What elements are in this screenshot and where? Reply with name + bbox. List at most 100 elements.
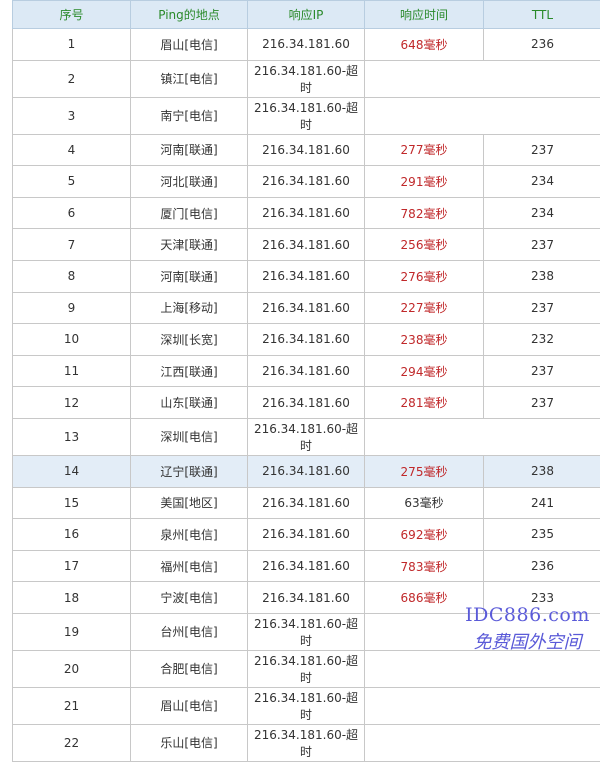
cell-index: 3	[13, 97, 131, 134]
cell-time: 227毫秒	[365, 292, 484, 324]
cell-index: 10	[13, 324, 131, 356]
cell-ttl: 234	[484, 166, 600, 198]
cell-ip: 216.34.181.60	[248, 582, 365, 614]
cell-location: 河南[联通]	[131, 260, 248, 292]
cell-time: 276毫秒	[365, 260, 484, 292]
cell-location: 泉州[电信]	[131, 519, 248, 551]
cell-ip: 216.34.181.60	[248, 487, 365, 519]
cell-ttl: 237	[484, 292, 600, 324]
cell-index: 12	[13, 387, 131, 419]
cell-ip: 216.34.181.60	[248, 550, 365, 582]
cell-location: 山东[联通]	[131, 387, 248, 419]
cell-ip: 216.34.181.60-超时	[248, 60, 365, 97]
cell-location: 眉山[电信]	[131, 687, 248, 724]
cell-location: 深圳[电信]	[131, 418, 248, 455]
cell-location: 宁波[电信]	[131, 582, 248, 614]
cell-index: 9	[13, 292, 131, 324]
cell-ttl: 232	[484, 324, 600, 356]
cell-index: 15	[13, 487, 131, 519]
cell-ip: 216.34.181.60-超时	[248, 650, 365, 687]
header-time: 响应时间	[365, 1, 484, 29]
cell-time: 277毫秒	[365, 134, 484, 166]
cell-index: 22	[13, 724, 131, 761]
cell-index: 6	[13, 197, 131, 229]
cell-location: 河北[联通]	[131, 166, 248, 198]
cell-timeout-empty	[365, 687, 600, 724]
cell-index: 16	[13, 519, 131, 551]
cell-ttl: 234	[484, 197, 600, 229]
cell-ip: 216.34.181.60	[248, 197, 365, 229]
cell-location: 深圳[长宽]	[131, 324, 248, 356]
cell-location: 合肥[电信]	[131, 650, 248, 687]
cell-time: 648毫秒	[365, 29, 484, 61]
cell-location: 江西[联通]	[131, 355, 248, 387]
cell-ttl: 237	[484, 355, 600, 387]
cell-ttl: 236	[484, 550, 600, 582]
cell-location: 台州[电信]	[131, 613, 248, 650]
cell-ip: 216.34.181.60-超时	[248, 613, 365, 650]
cell-location: 厦门[电信]	[131, 197, 248, 229]
cell-time: 692毫秒	[365, 519, 484, 551]
cell-location: 南宁[电信]	[131, 97, 248, 134]
cell-location: 乐山[电信]	[131, 724, 248, 761]
cell-ip: 216.34.181.60	[248, 519, 365, 551]
header-location: Ping的地点	[131, 1, 248, 29]
cell-ttl: 237	[484, 387, 600, 419]
cell-location: 辽宁[联通]	[131, 455, 248, 487]
table-header-row: 序号 Ping的地点 响应IP 响应时间 TTL	[13, 1, 600, 29]
cell-ttl: 237	[484, 134, 600, 166]
cell-ip: 216.34.181.60	[248, 387, 365, 419]
cell-location: 福州[电信]	[131, 550, 248, 582]
cell-time: 281毫秒	[365, 387, 484, 419]
cell-time: 782毫秒	[365, 197, 484, 229]
cell-index: 8	[13, 260, 131, 292]
cell-ip: 216.34.181.60	[248, 134, 365, 166]
cell-ip: 216.34.181.60-超时	[248, 687, 365, 724]
cell-time: 256毫秒	[365, 229, 484, 261]
cell-timeout-empty	[365, 97, 600, 134]
cell-ip: 216.34.181.60-超时	[248, 418, 365, 455]
cell-ttl: 236	[484, 29, 600, 61]
cell-timeout-empty	[365, 650, 600, 687]
cell-ttl: 238	[484, 260, 600, 292]
cell-index: 14	[13, 455, 131, 487]
cell-ip: 216.34.181.60	[248, 29, 365, 61]
header-ip: 响应IP	[248, 1, 365, 29]
cell-ttl: 241	[484, 487, 600, 519]
cell-timeout-empty	[365, 724, 600, 761]
cell-time: 783毫秒	[365, 550, 484, 582]
cell-time: 686毫秒	[365, 582, 484, 614]
cell-ttl: 233	[484, 582, 600, 614]
cell-ip: 216.34.181.60	[248, 292, 365, 324]
header-ttl: TTL	[484, 1, 600, 29]
cell-time: 294毫秒	[365, 355, 484, 387]
cell-index: 17	[13, 550, 131, 582]
header-index: 序号	[13, 1, 131, 29]
cell-time: 63毫秒	[365, 487, 484, 519]
cell-location: 河南[联通]	[131, 134, 248, 166]
cell-index: 1	[13, 29, 131, 61]
cell-location: 美国[地区]	[131, 487, 248, 519]
cell-index: 4	[13, 134, 131, 166]
cell-ttl: 238	[484, 455, 600, 487]
cell-index: 20	[13, 650, 131, 687]
cell-timeout-empty	[365, 60, 600, 97]
cell-index: 19	[13, 613, 131, 650]
